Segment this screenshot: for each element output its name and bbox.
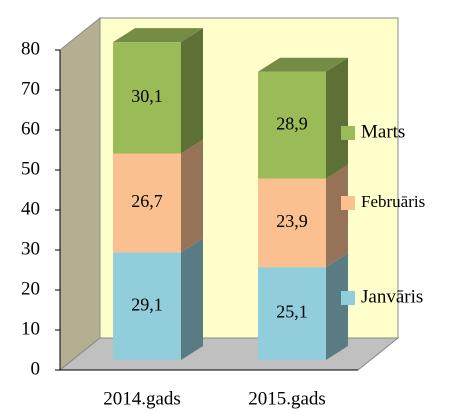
legend-label: Februāris: [361, 192, 425, 211]
bar-top: [113, 28, 203, 43]
y-tick-label: 40: [21, 198, 40, 219]
bar: [113, 42, 181, 154]
legend-label: Janvāris: [361, 286, 423, 307]
bar-side: [181, 28, 203, 154]
bar-side: [181, 139, 203, 253]
y-tick-label: 20: [21, 278, 40, 299]
x-tick-label: 2015.gads: [248, 388, 326, 409]
y-tick-label: 30: [21, 238, 40, 259]
bar: [113, 153, 181, 253]
legend-swatch: [341, 196, 355, 210]
value-label: 23,9: [276, 211, 308, 231]
x-tick-label: 2014.gads: [103, 388, 181, 409]
bar: [258, 267, 326, 360]
bar: [113, 252, 181, 360]
y-tick-label: 50: [21, 158, 40, 179]
value-label: 26,7: [131, 191, 163, 211]
bar-side: [326, 253, 348, 360]
bar: [258, 71, 326, 179]
y-tick-label: 60: [21, 118, 40, 139]
value-label: 25,1: [276, 302, 308, 322]
y-tick-label: 80: [21, 38, 40, 59]
value-label: 28,9: [276, 113, 308, 133]
y-tick-label: 70: [21, 78, 40, 99]
bar-top: [258, 57, 348, 72]
legend-label: Marts: [361, 121, 405, 142]
side-wall: [59, 16, 101, 372]
y-tick-label: 10: [21, 318, 40, 339]
bar-side: [181, 238, 203, 360]
bar: [258, 178, 326, 268]
y-tick-label: 0: [31, 358, 41, 379]
value-label: 30,1: [131, 86, 163, 106]
bar-side: [326, 164, 348, 268]
bar-side: [326, 57, 348, 179]
legend-swatch: [341, 291, 355, 305]
legend-swatch: [341, 126, 355, 140]
value-label: 29,1: [131, 294, 163, 314]
